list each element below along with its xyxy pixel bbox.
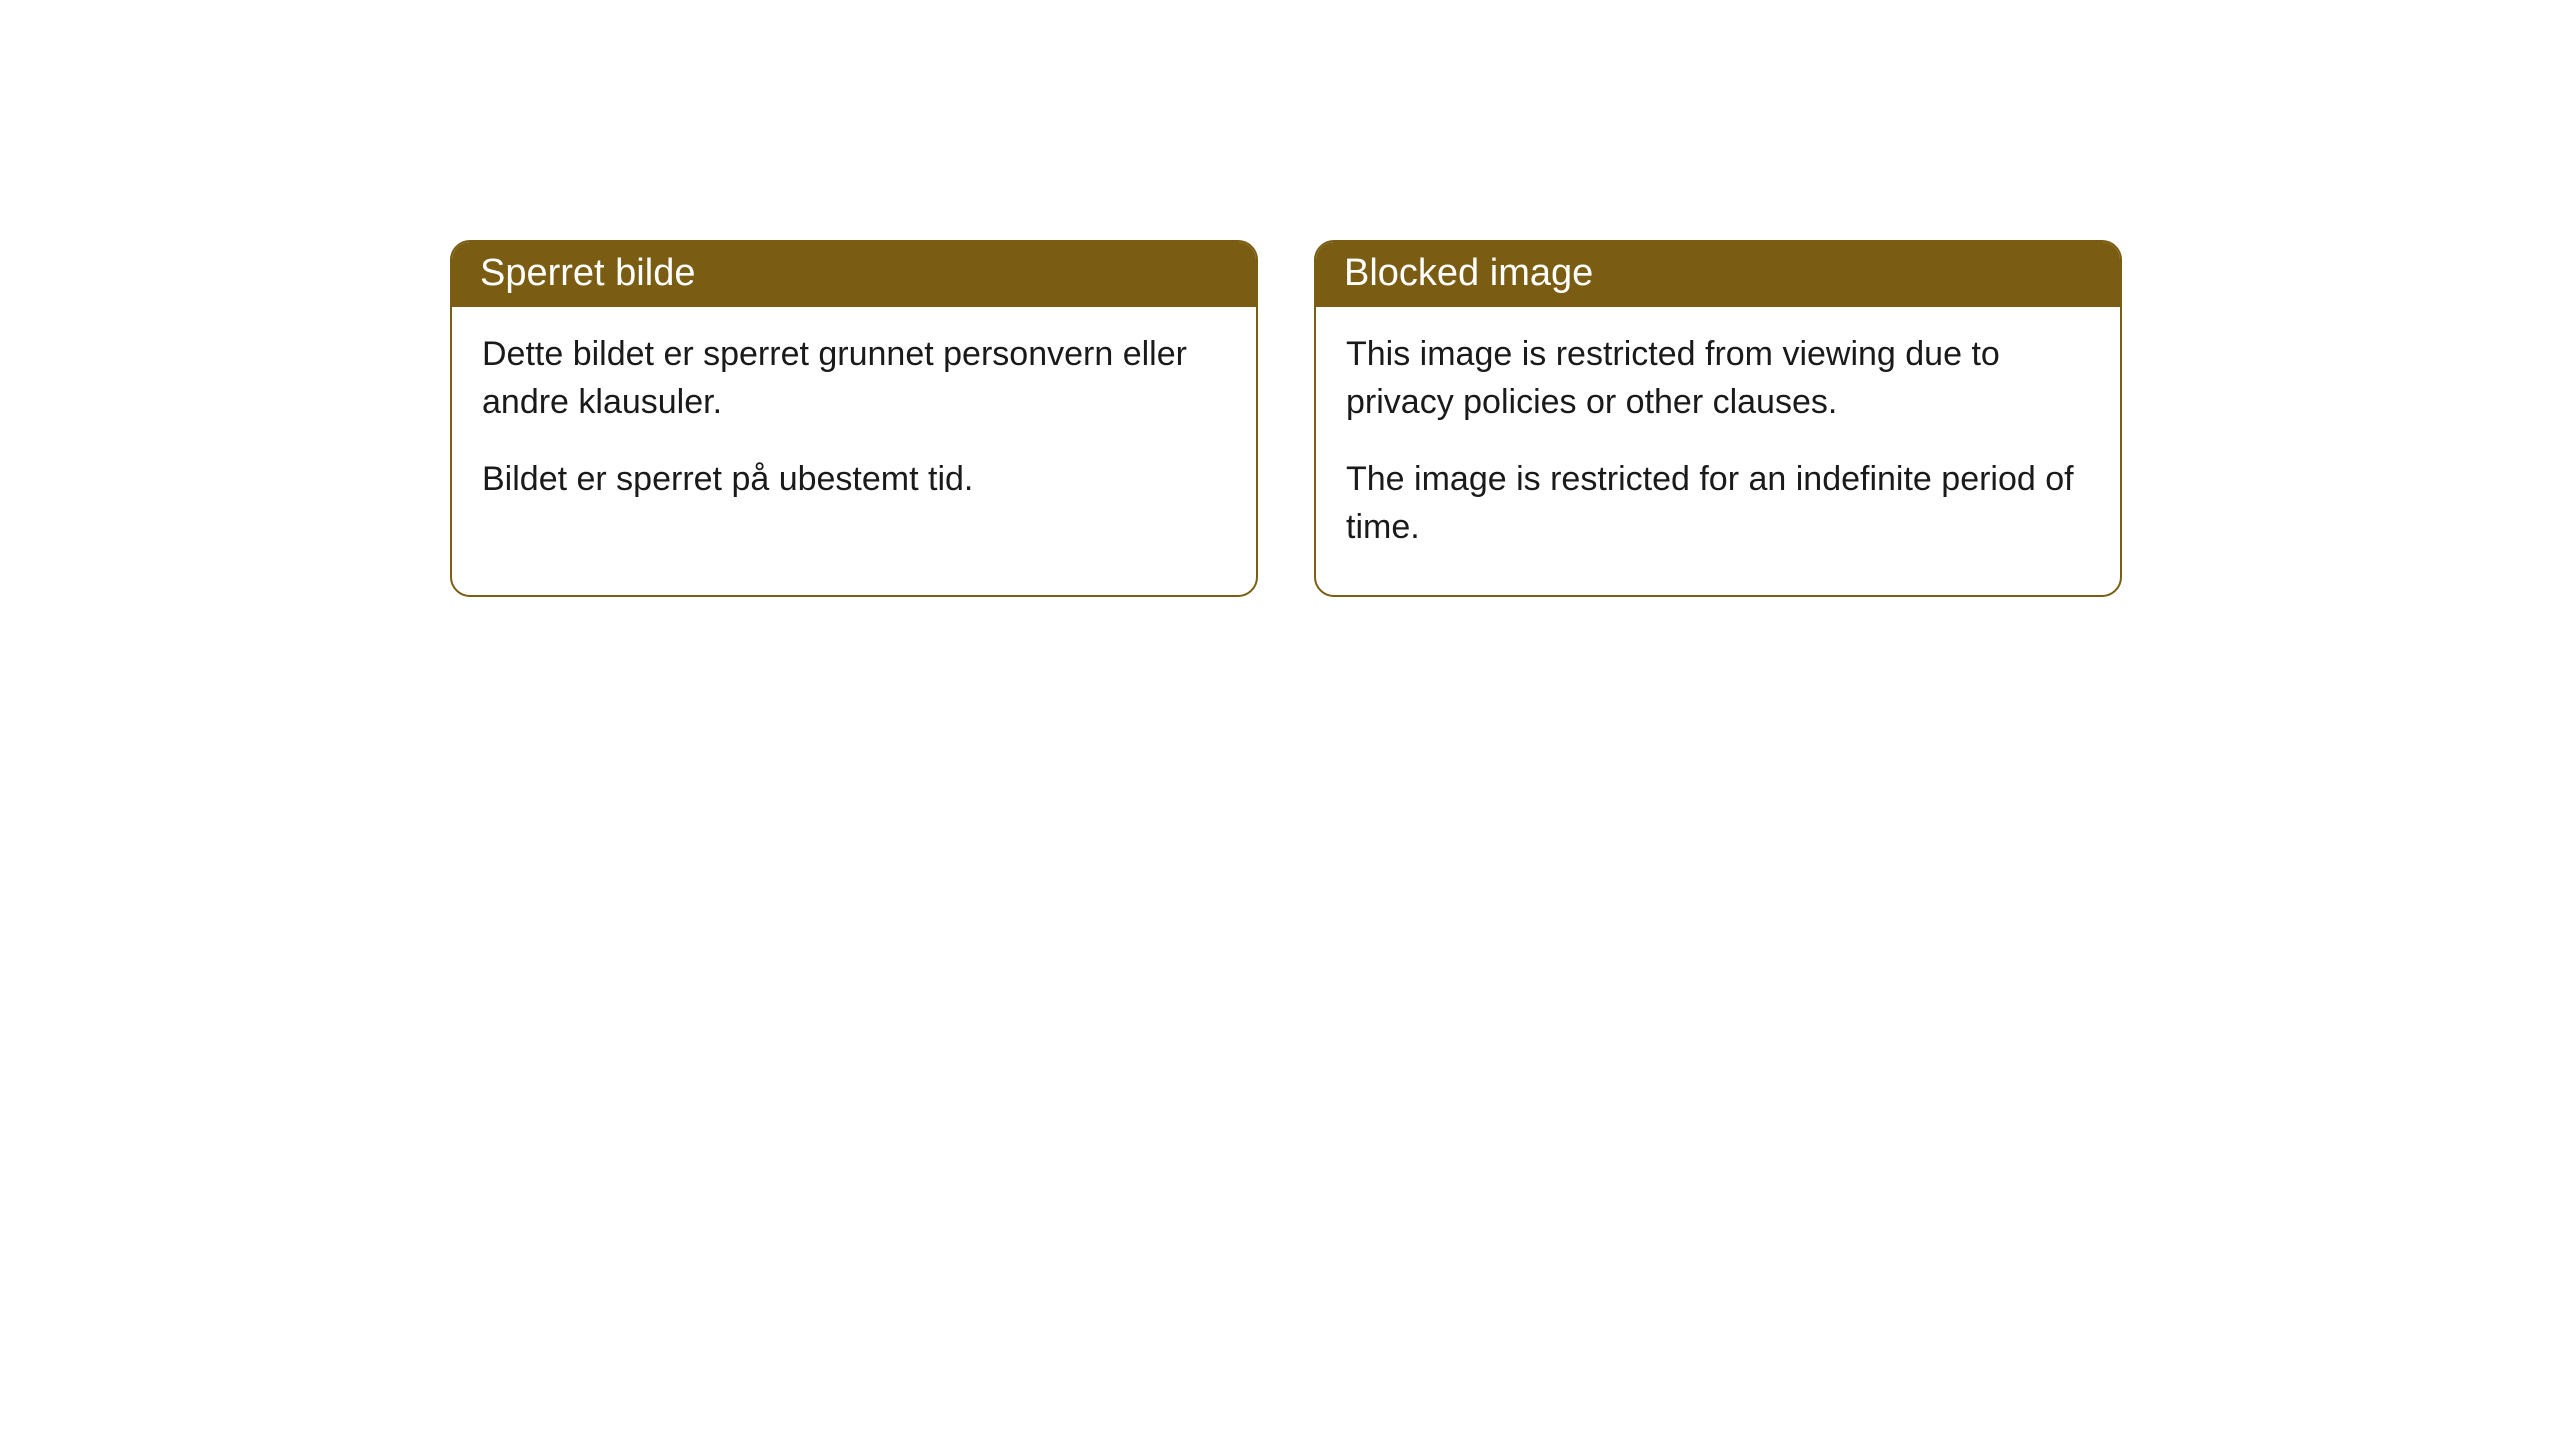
card-header-english: Blocked image — [1316, 242, 2120, 307]
notice-card-english: Blocked image This image is restricted f… — [1314, 240, 2122, 597]
notice-card-norwegian: Sperret bilde Dette bildet er sperret gr… — [450, 240, 1258, 597]
card-body-english: This image is restricted from viewing du… — [1316, 307, 2120, 595]
notice-paragraph: The image is restricted for an indefinit… — [1346, 456, 2090, 551]
notice-paragraph: Bildet er sperret på ubestemt tid. — [482, 456, 1226, 504]
notice-paragraph: Dette bildet er sperret grunnet personve… — [482, 331, 1226, 426]
card-body-norwegian: Dette bildet er sperret grunnet personve… — [452, 307, 1256, 548]
card-header-norwegian: Sperret bilde — [452, 242, 1256, 307]
notice-paragraph: This image is restricted from viewing du… — [1346, 331, 2090, 426]
notice-cards-container: Sperret bilde Dette bildet er sperret gr… — [450, 240, 2560, 597]
